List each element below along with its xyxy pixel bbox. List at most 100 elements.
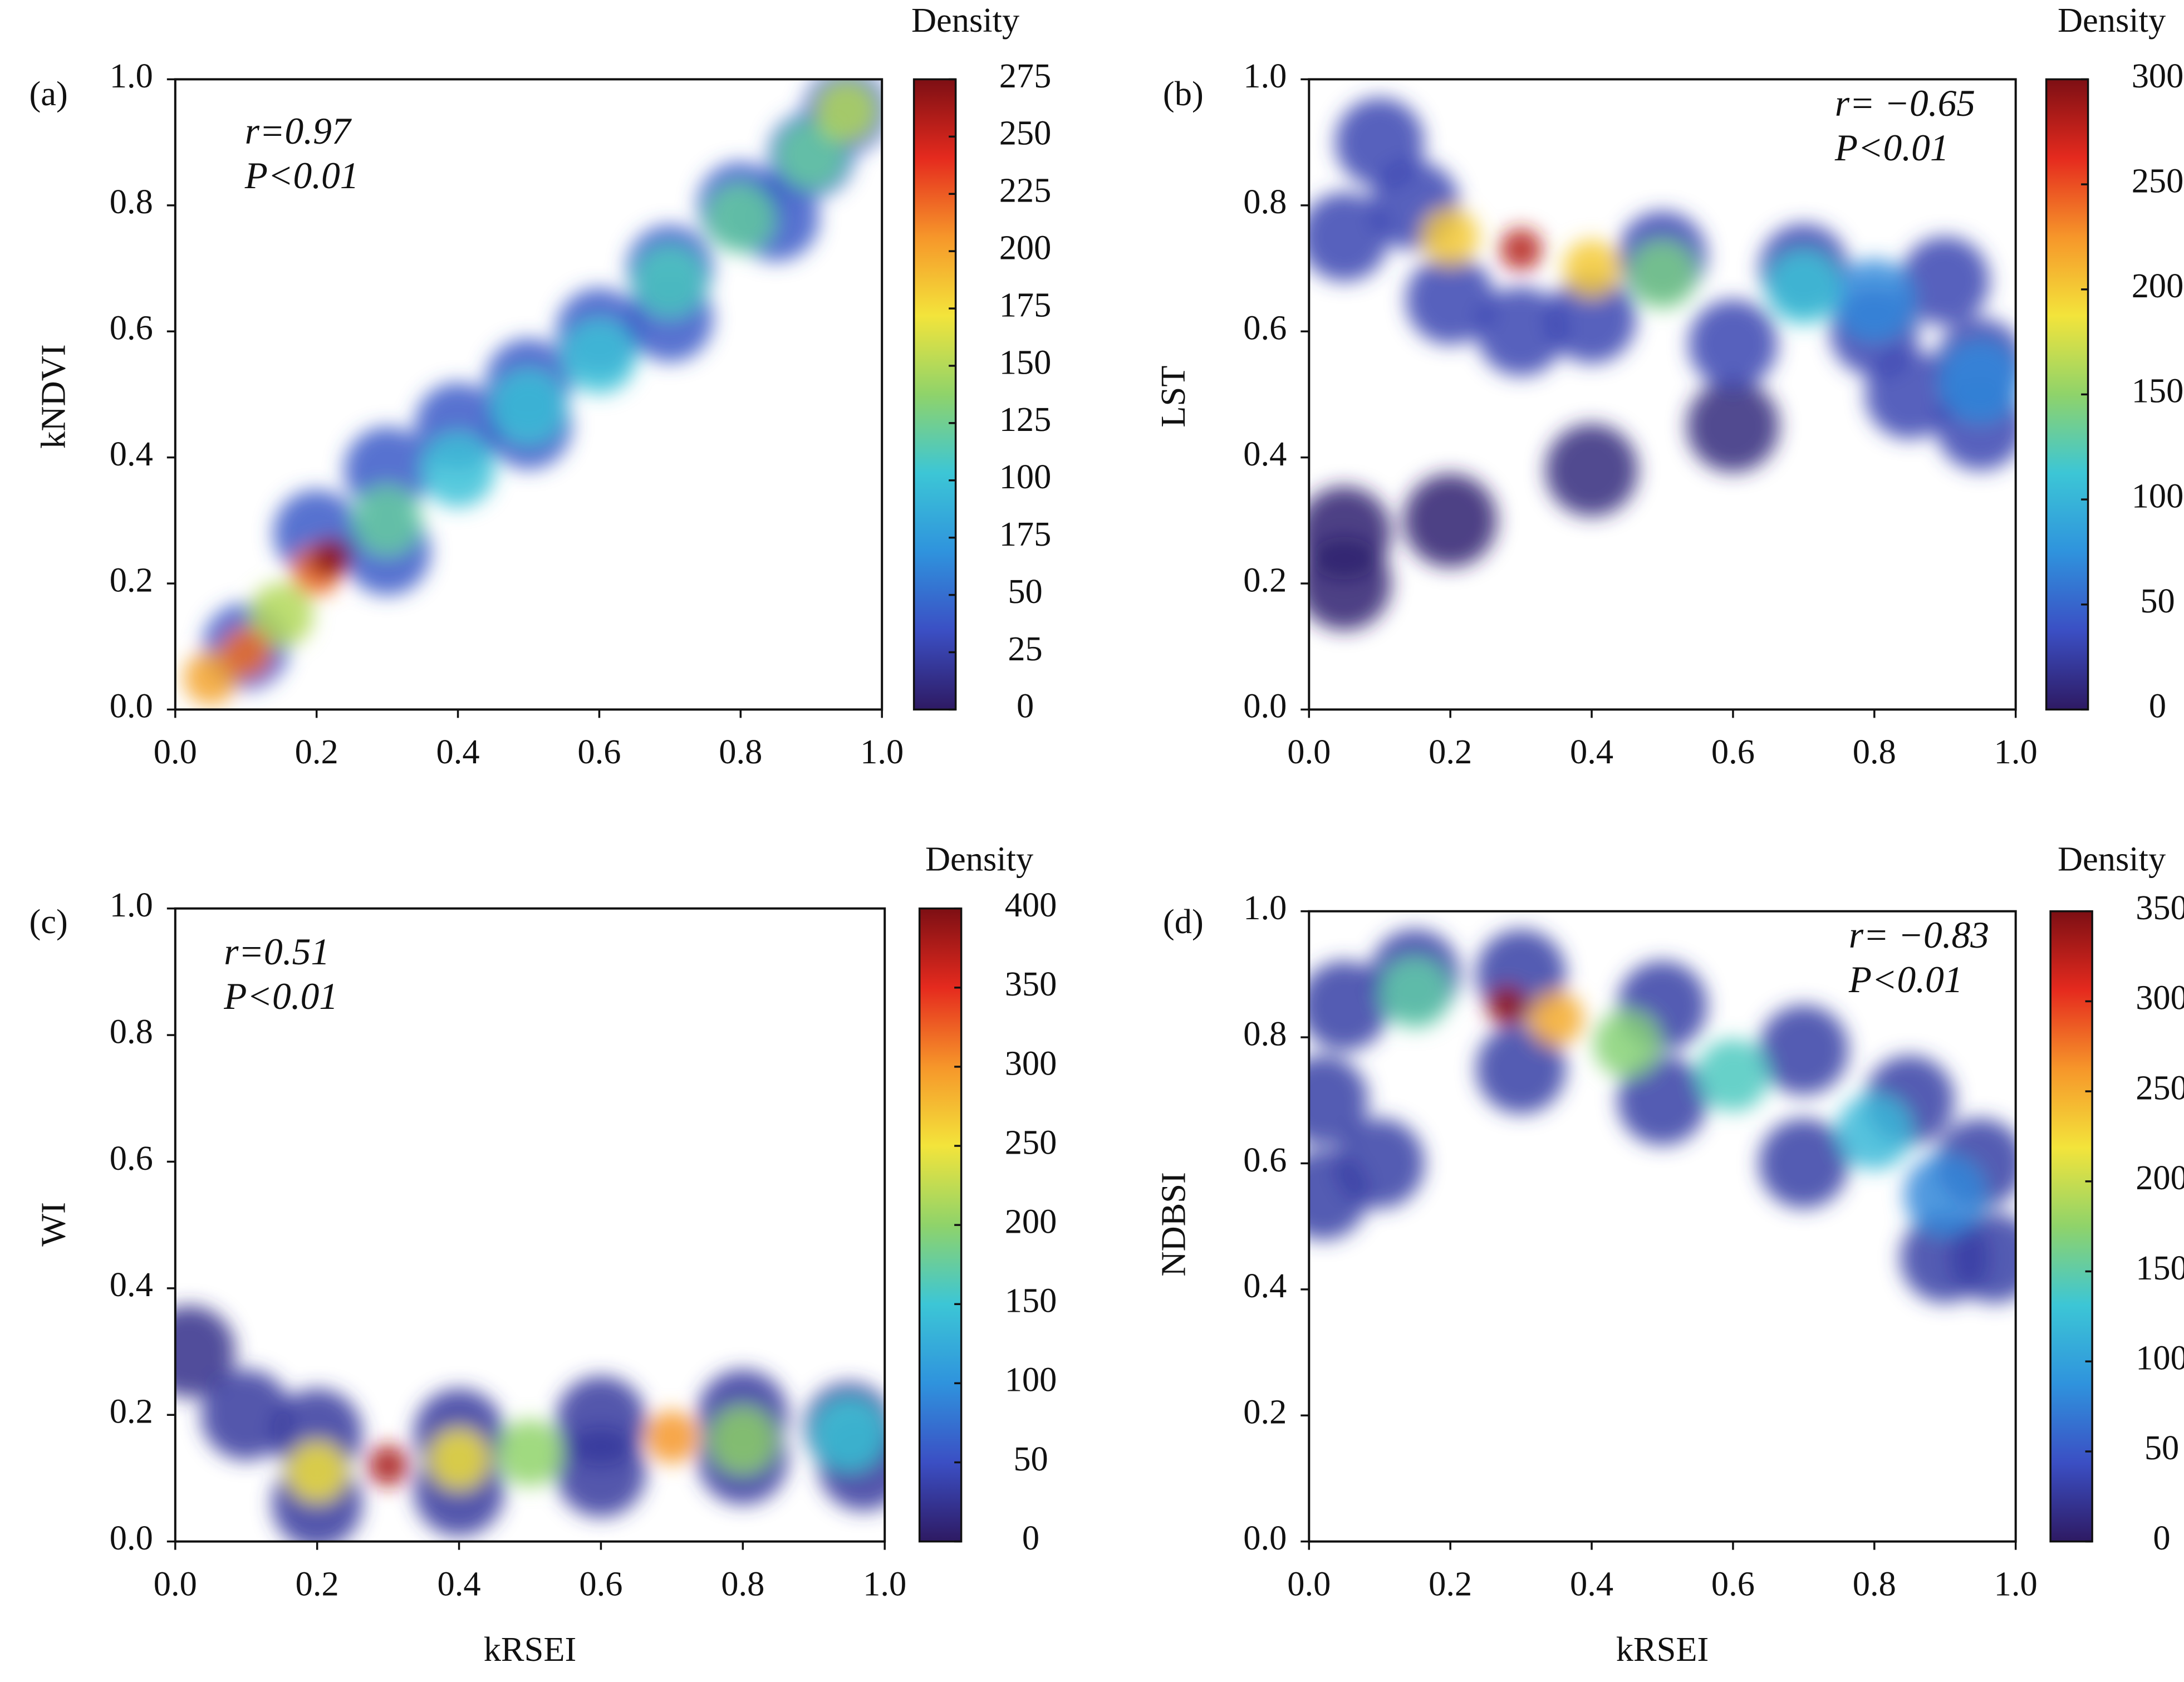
colorbar-tick-label: 350 [2136, 888, 2184, 927]
y-axis-label: WI [34, 1202, 73, 1247]
point [1836, 1094, 1912, 1170]
point [1759, 1005, 1849, 1095]
x-tick-label: 1.0 [863, 1564, 906, 1603]
colorbar-tick-label: 0 [1017, 686, 1034, 725]
x-tick-label: 0.4 [1570, 732, 1613, 771]
colorbar-title: Density [2058, 840, 2166, 879]
annotation: P<0.01 [223, 975, 338, 1017]
y-tick-label: 0.0 [110, 1518, 153, 1557]
colorbar-tick-label: 125 [999, 400, 1052, 439]
point [220, 627, 271, 678]
point [705, 183, 776, 253]
x-tick-label: 0.6 [1711, 732, 1755, 771]
y-tick-label: 0.6 [1243, 1140, 1287, 1179]
point [352, 485, 423, 556]
point [814, 79, 879, 143]
x-tick-label: 0.4 [436, 732, 480, 771]
x-tick-label: 0.8 [1853, 732, 1896, 771]
plot-frame [1308, 910, 2017, 1543]
y-tick-label: 0.2 [110, 1392, 153, 1431]
colorbar-tick-label: 100 [1005, 1360, 1057, 1399]
points [183, 79, 882, 705]
colorbar-tick-label: 275 [999, 56, 1052, 95]
colorbar-tick-label: 175 [999, 285, 1052, 324]
points [1309, 97, 2016, 631]
x-tick-label: 0.2 [1429, 1564, 1472, 1603]
panel: 0.0 0.2 0.4 0.6 0.8 1.0 0.0 0.2 0.4 0.6 0.8 1.0 (b) L… [1154, 1, 2183, 771]
x-tick-label: 0.2 [295, 732, 338, 771]
point [1617, 1055, 1707, 1145]
panel: 0.0 0.2 0.4 0.6 0.8 1.0 0.0 0.2 0.4 0.6 0.8 1.0 (a) k… [29, 1, 1051, 771]
point-cloud [1309, 929, 2016, 1303]
panel: 0.0 0.2 0.4 0.6 0.8 1.0 0.0 0.2 0.4 0.6 0.8 1.0 (d) N… [1154, 840, 2184, 1669]
y-tick-label: 0.8 [1243, 182, 1287, 221]
colorbar-tick-label: 150 [999, 342, 1052, 381]
colorbar-tick-label: 50 [1008, 572, 1042, 611]
x-tick-label: 0.4 [438, 1564, 481, 1603]
y-tick-label: 0.2 [1243, 560, 1287, 599]
y-tick-label: 0.4 [1243, 1266, 1287, 1305]
colorbar-tick-label: 175 [999, 514, 1052, 553]
point [367, 1444, 409, 1487]
colorbar-tick-label: 150 [2136, 1248, 2184, 1287]
point [709, 1406, 777, 1474]
point [645, 1410, 699, 1464]
x-tick-label: 0.2 [1429, 732, 1472, 771]
colorbar-tick-label: 25 [1008, 629, 1042, 668]
colorbar-tick-label: 250 [2132, 161, 2184, 200]
x-tick-label: 0.2 [296, 1564, 339, 1603]
y-axis-label: LST [1154, 366, 1192, 428]
point [491, 370, 566, 444]
point [1900, 236, 1990, 326]
point [1688, 299, 1778, 389]
panel-label: (d) [1163, 902, 1204, 941]
colorbar-tick-label: 100 [999, 457, 1052, 496]
colorbar-tick-label: 0 [2149, 686, 2166, 725]
point [1309, 536, 1391, 631]
point [287, 1441, 347, 1502]
annotation: r=0.97 [245, 110, 352, 152]
annotation: P<0.01 [1848, 959, 1963, 1001]
point [1833, 259, 1916, 341]
point-cloud [175, 1306, 885, 1542]
point [1766, 250, 1841, 325]
colorbar-title: Density [925, 840, 1033, 879]
annotation: r= −0.83 [1849, 914, 1989, 956]
colorbar-tick-label: 250 [999, 114, 1052, 153]
colorbar-tick-label: 200 [2132, 266, 2184, 305]
colorbar-tick-label: 250 [2136, 1068, 2184, 1107]
point [1309, 960, 1390, 1051]
point [1309, 1150, 1368, 1240]
y-tick-label: 0.8 [1243, 1014, 1287, 1053]
colorbar-tick-label: 100 [2136, 1338, 2184, 1377]
y-axis-label: NDBSI [1154, 1172, 1192, 1276]
y-tick-label: 1.0 [110, 56, 153, 95]
x-tick-label: 0.6 [579, 1564, 622, 1603]
point [1628, 240, 1697, 309]
y-tick-label: 0.0 [110, 686, 153, 725]
colorbar-tick-label: 50 [2140, 581, 2175, 620]
point [1406, 255, 1495, 345]
y-tick-label: 0.2 [110, 560, 153, 599]
point [343, 426, 431, 513]
point [1900, 1213, 1990, 1303]
x-tick-label: 0.4 [1570, 1564, 1613, 1603]
colorbar-tick-label: 300 [1005, 1043, 1057, 1082]
point [429, 1429, 489, 1489]
point [1529, 990, 1584, 1046]
x-axis-label: kRSEI [484, 1630, 577, 1669]
point [1593, 1009, 1661, 1078]
y-tick-label: 0.6 [110, 308, 153, 347]
point [1309, 1055, 1368, 1145]
point [1939, 341, 2016, 423]
point [311, 538, 351, 578]
y-tick-label: 0.4 [1243, 434, 1287, 473]
point [1486, 985, 1528, 1026]
y-tick-label: 0.2 [1243, 1392, 1287, 1431]
plot-frame [174, 907, 886, 1543]
point [1865, 350, 1955, 439]
points [175, 1306, 885, 1542]
point-cloud [183, 79, 882, 705]
point [556, 1426, 646, 1517]
y-tick-label: 0.6 [110, 1139, 153, 1178]
